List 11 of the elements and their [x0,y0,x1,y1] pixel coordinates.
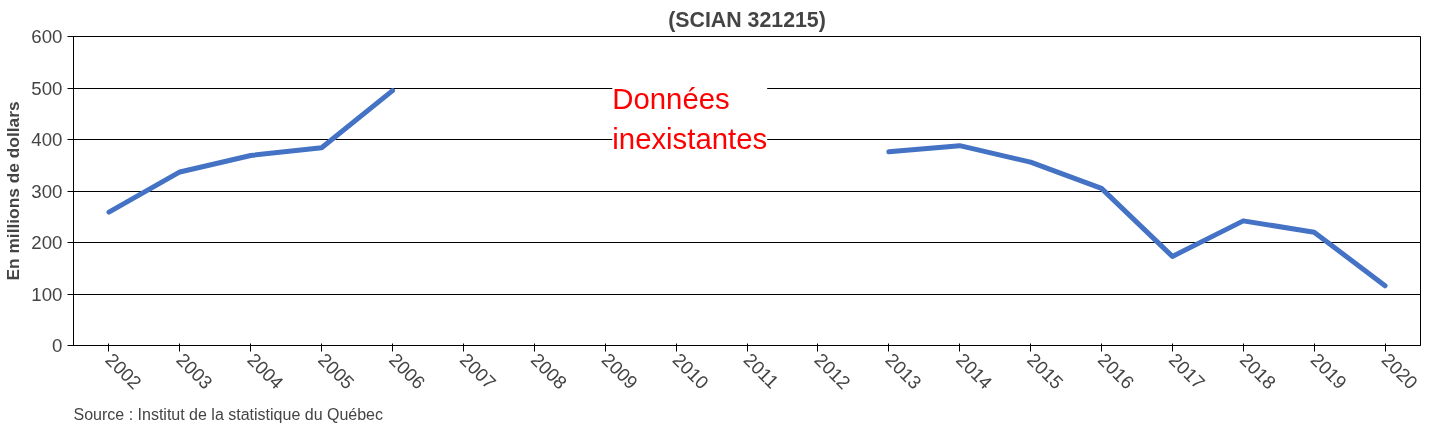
y-tick-label: 300 [31,180,63,202]
y-axis-title: En millions de dollars [3,101,24,281]
source-note: Source : Institut de la statistique du Québec [73,405,384,423]
y-tick-label: 600 [31,26,63,47]
chart-title: (SCIAN 321215) [668,7,826,32]
y-tick-label: 400 [31,129,63,150]
annotation: Données inexistantes [612,82,768,155]
y-tick-label: 0 [52,335,63,356]
y-tick-label: 500 [31,77,63,99]
y-tick-label: 200 [31,232,63,253]
y-tick-label: 100 [31,283,63,305]
